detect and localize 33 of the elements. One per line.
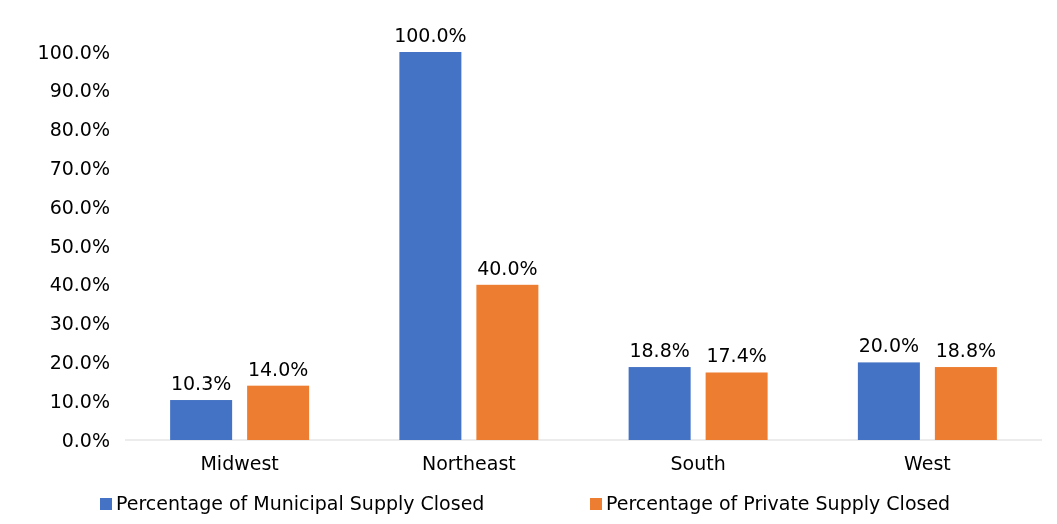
x-tick-label: South [670,452,726,474]
bar [934,367,997,440]
data-label: 100.0% [394,24,467,46]
x-tick-label: Midwest [200,452,279,474]
bar [705,372,768,440]
data-label: 20.0% [858,334,920,357]
bar [476,284,539,440]
data-label: 17.4% [706,344,767,367]
bar [628,367,691,440]
bar [170,400,233,440]
y-tick-label: 80.0% [49,118,110,141]
y-tick-label: 0.0% [61,428,110,451]
x-tick-label: West [904,452,951,474]
y-tick-label: 100.0% [37,40,110,63]
x-tick-label: Northeast [421,452,516,474]
data-label: 14.0% [247,357,309,380]
y-tick-label: 50.0% [49,234,110,257]
bar [857,362,920,440]
y-tick-label: 20.0% [49,351,110,374]
legend-label: Percentage of Municipal Supply Closed [116,492,485,514]
bar [247,385,310,440]
data-label: 40.0% [477,256,538,279]
y-tick-label: 70.0% [49,157,110,180]
y-tick-label: 40.0% [49,273,110,296]
y-tick-label: 10.0% [49,389,110,412]
data-label: 10.3% [170,372,232,395]
y-tick-label: 30.0% [49,312,110,335]
bar [399,52,462,440]
y-tick-label: 60.0% [49,195,110,218]
data-label: 18.8% [629,339,690,362]
y-tick-label: 90.0% [49,79,110,102]
legend-label: Percentage of Private Supply Closed [606,492,951,514]
data-label: 18.8% [935,339,997,362]
